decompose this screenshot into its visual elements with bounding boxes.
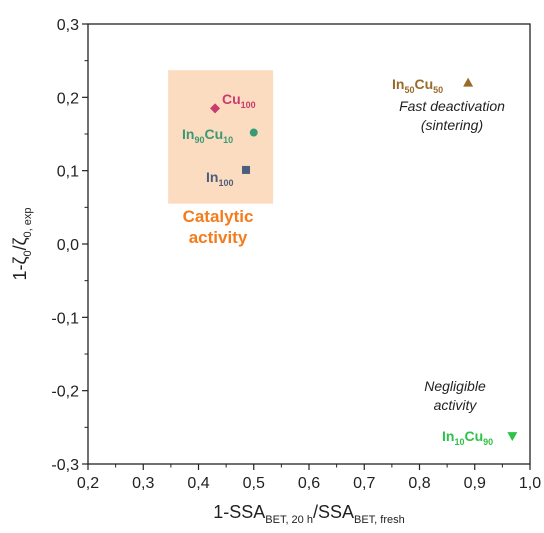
x-axis-title: 1-SSABET, 20 h/SSABET, fresh xyxy=(213,502,405,526)
marker-cu100 xyxy=(210,103,221,114)
x-tick-label: 0,3 xyxy=(132,475,154,492)
label-in100: In100 xyxy=(206,169,233,188)
annotation-sintering: (sintering) xyxy=(421,117,483,133)
annotation-activity: activity xyxy=(434,397,478,413)
label-in10cu90: In10Cu90 xyxy=(442,428,493,447)
marker-in10cu90 xyxy=(507,432,518,442)
x-tick-label: 0,6 xyxy=(298,475,320,492)
x-tick-label: 0,2 xyxy=(77,475,99,492)
x-tick-label: 0,9 xyxy=(464,475,486,492)
catalytic-activity-region xyxy=(168,70,274,204)
y-tick-label: -0,3 xyxy=(51,457,79,474)
y-axis-title: 1-ζ0/ζ0, exp xyxy=(10,208,34,281)
y-tick-label: 0,3 xyxy=(57,17,79,34)
x-tick-label: 0,5 xyxy=(243,475,265,492)
x-tick-label: 1,0 xyxy=(519,475,541,492)
annotation-fast-deactivation: Fast deactivation xyxy=(399,98,505,114)
marker-in90cu10 xyxy=(249,128,258,137)
region-label-activity: activity xyxy=(189,228,248,247)
label-cu100: Cu100 xyxy=(222,91,256,110)
label-in90cu10: In90Cu10 xyxy=(182,126,233,145)
marker-in100 xyxy=(242,165,251,174)
y-tick-label: -0,2 xyxy=(51,384,79,401)
x-tick-label: 0,7 xyxy=(353,475,375,492)
label-in50cu50: In50Cu50 xyxy=(392,76,443,95)
x-axis-ticks: 0,2 0,3 0,4 0,5 0,6 0,7 0,8 0,9 1,0 xyxy=(77,464,541,492)
region-label-catalytic: Catalytic xyxy=(183,207,254,226)
data-markers xyxy=(210,77,518,442)
x-tick-label: 0,4 xyxy=(187,475,209,492)
y-tick-label: 0,0 xyxy=(57,237,79,254)
marker-in50cu50 xyxy=(463,77,474,87)
x-tick-label: 0,8 xyxy=(408,475,430,492)
y-tick-label: 0,2 xyxy=(57,90,79,107)
y-axis-ticks: -0,3 -0,2 -0,1 0,0 0,1 0,2 0,3 xyxy=(51,17,88,474)
annotation-negligible: Negligible xyxy=(424,378,486,394)
y-tick-label: 0,1 xyxy=(57,164,79,181)
y-tick-label: -0,1 xyxy=(51,310,79,327)
